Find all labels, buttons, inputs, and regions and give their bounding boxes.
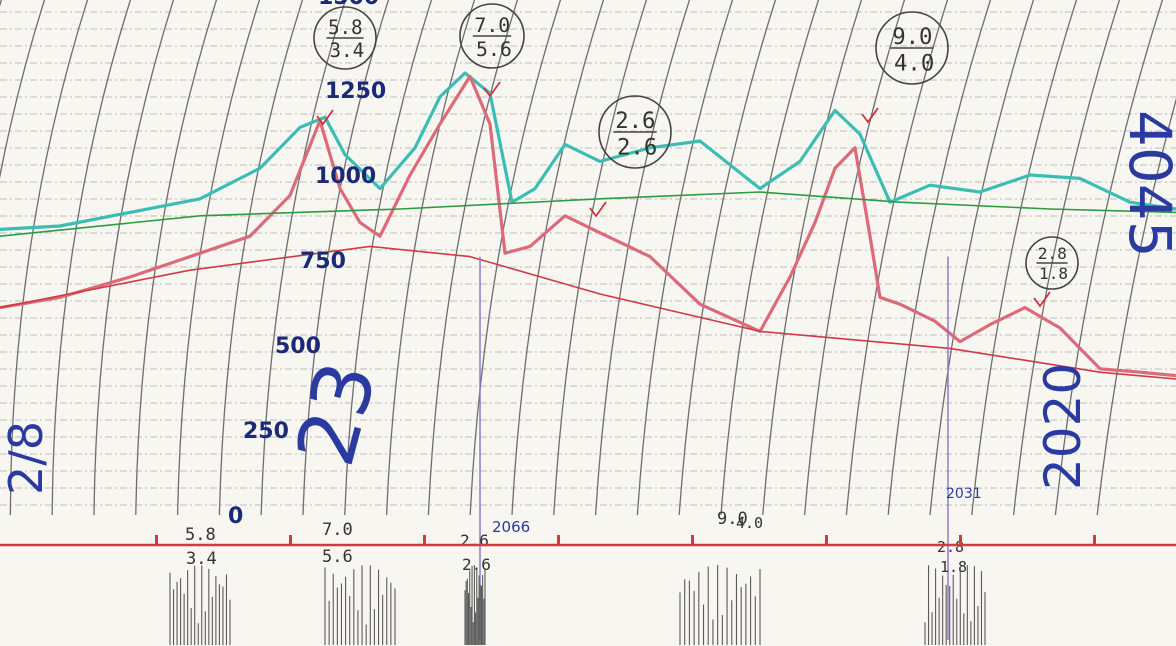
series-lines: [0, 71, 1176, 640]
grid-arc: [469, 0, 562, 516]
annotation-text: 2.8: [937, 538, 964, 556]
annotation-text: 1.8: [940, 558, 967, 576]
bottom-spikes: [169, 565, 986, 645]
baseline-notch: [289, 535, 292, 545]
grid-arc: [1012, 0, 1121, 516]
grid-arc: [720, 0, 820, 516]
grid-arc: [385, 0, 476, 516]
annotation-text: 7.0: [474, 14, 510, 37]
series-line: [0, 191, 1176, 237]
annotation-text: 2/8: [0, 421, 53, 495]
check-mark: [1033, 291, 1051, 308]
grid-arc: [803, 0, 906, 516]
annotation-text: 2.6: [615, 108, 655, 134]
annotation-text: 2.6: [460, 531, 489, 550]
baseline-notch: [691, 535, 694, 545]
annotation-circle: [1025, 236, 1079, 290]
handwritten-annotations: 5.83.47.05.62.62.69.04.02.81.85.83.47.05…: [0, 3, 1176, 576]
annotation-text: 1.8: [1039, 264, 1068, 283]
baseline-notch: [155, 535, 158, 545]
annotation-text: 23: [279, 353, 395, 475]
grid-arc: [427, 0, 519, 516]
annotation-circle: [313, 6, 377, 70]
series-line: [0, 245, 1176, 380]
annotation-text: 3.4: [330, 39, 365, 62]
grid-arc: [51, 0, 132, 516]
annotation-circle: [875, 11, 949, 85]
series-line: [0, 71, 1176, 231]
baseline-notch: [1093, 535, 1096, 545]
grid-arc: [135, 0, 218, 516]
y-tick-labels: 1250 1000 750 500 250 0 1500: [228, 0, 386, 529]
baseline-notch: [423, 535, 426, 545]
grid-arc: [887, 0, 992, 516]
annotation-text: 2.8: [1038, 244, 1067, 263]
annotation-text: 9.0: [892, 24, 932, 50]
annotation-text: 9.0: [717, 509, 748, 529]
annotation-text: 2031: [946, 486, 982, 502]
annotation-text: 5.6: [322, 547, 353, 567]
annotation-text: 7.0: [322, 520, 353, 540]
grid-arc: [344, 0, 433, 516]
grid-arc: [1054, 0, 1164, 516]
annotation-text: 5.6: [476, 38, 512, 61]
annotation-circle: [598, 95, 672, 169]
horizontal-grid: [0, 11, 1176, 506]
check-mark: [861, 107, 879, 124]
grid-arc: [0, 0, 46, 179]
series-line: [0, 74, 1176, 378]
grid-arc: [553, 0, 648, 516]
check-mark: [316, 109, 334, 126]
baseline-notch: [959, 535, 962, 545]
annotation-text: 5.8: [185, 525, 216, 545]
grid-arc: [302, 0, 390, 516]
annotation-text: 4.0: [736, 514, 763, 532]
baseline-scale: [0, 535, 1176, 547]
annotation-text: 2020: [1034, 363, 1092, 490]
grid-arc: [971, 0, 1078, 516]
y-tick-label: 750: [300, 249, 346, 274]
grid-arc: [9, 0, 89, 516]
y-tick-label: 1250: [325, 79, 386, 104]
annotation-circle: [459, 3, 525, 69]
y-tick-label: 250: [243, 419, 289, 444]
annotation-text: 4.0: [894, 50, 934, 76]
grid-arc: [929, 0, 1035, 516]
annotation-text: 2.6: [462, 555, 491, 574]
grid-arc: [218, 0, 304, 516]
y-tick-label: 0: [228, 504, 243, 529]
grid-arc: [678, 0, 777, 516]
annotation-text: 3.4: [186, 549, 217, 569]
y-tick-label: 1500: [318, 0, 379, 10]
arc-grid: [0, 0, 1176, 516]
annotation-text: 4045: [1116, 110, 1176, 258]
baseline-notch: [557, 535, 560, 545]
grid-arc: [176, 0, 261, 516]
baseline-notch: [825, 535, 828, 545]
check-mark: [483, 81, 501, 98]
check-mark: [589, 201, 607, 218]
y-tick-label: 1000: [315, 164, 376, 189]
grid-arc: [93, 0, 175, 516]
y-tick-label: 500: [275, 334, 321, 359]
grid-arc: [636, 0, 734, 516]
grid-arc: [1096, 97, 1176, 516]
grid-arc: [845, 0, 949, 516]
grid-arc: [511, 0, 605, 516]
grid-arc: [762, 0, 863, 516]
annotation-text: 2066: [492, 518, 530, 536]
annotation-text: 2.6: [617, 134, 657, 160]
annotation-text: 5.8: [328, 16, 363, 39]
